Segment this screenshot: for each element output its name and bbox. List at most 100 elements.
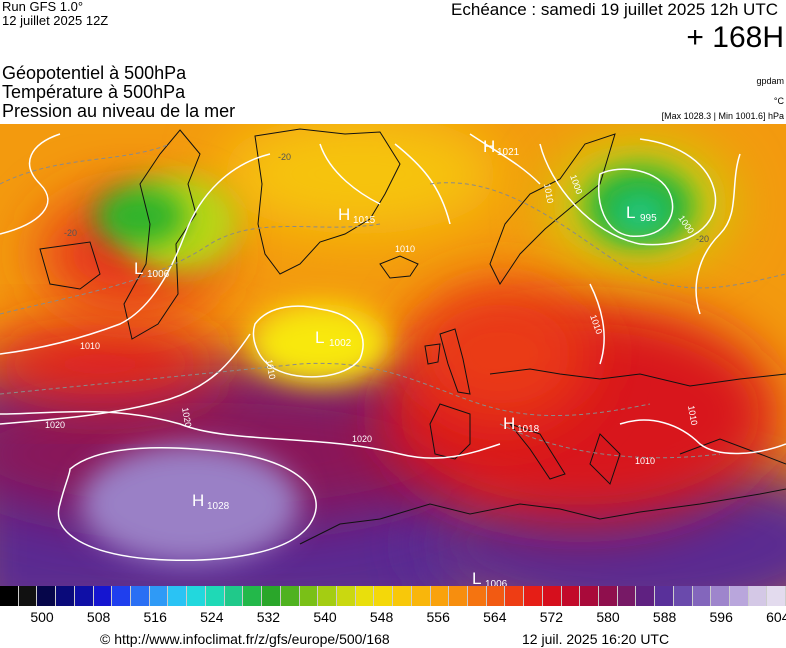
color-swatch: [168, 586, 188, 606]
isobar-label: 1010: [542, 183, 555, 204]
color-swatch: [524, 586, 543, 606]
pressure-center-label: L: [315, 328, 324, 347]
temperature-label: -20: [696, 234, 709, 244]
color-swatch: [561, 586, 581, 606]
scale-tick-label: 508: [86, 609, 111, 625]
source-url: © http://www.infoclimat.fr/z/gfs/europe/…: [100, 631, 390, 647]
title-temperature: Température à 500hPa: [2, 82, 186, 102]
color-swatch: [542, 586, 562, 606]
temperature-label: -20: [278, 152, 291, 162]
color-swatch: [56, 586, 75, 606]
color-swatch: [224, 586, 244, 606]
isobars: [0, 133, 786, 561]
weather-map: H 1021 H 1015 L 995 L 1006 L 1002 H 1018…: [0, 124, 786, 586]
scale-tick-label: 532: [256, 609, 281, 625]
color-swatch: [730, 586, 749, 606]
pressure-center-label: L: [134, 259, 143, 278]
color-swatch: [149, 586, 169, 606]
source-tag: gpdam: [756, 76, 784, 86]
color-swatch: [112, 586, 132, 606]
scale-tick-label: 524: [200, 609, 224, 625]
color-swatch: [767, 586, 786, 606]
scale-tick-label: 548: [369, 609, 394, 625]
pressure-center-value: 1006: [147, 269, 170, 280]
color-swatch: [299, 586, 319, 606]
color-swatch: [393, 586, 412, 606]
pressure-center-value: 1028: [207, 501, 230, 512]
scale-tick-label: 588: [652, 609, 677, 625]
pressure-center-value: 1002: [329, 338, 352, 349]
color-swatch: [580, 586, 599, 606]
color-swatch: [280, 586, 300, 606]
isobar-label: 1010: [686, 405, 699, 426]
temperature-label: -20: [64, 228, 77, 238]
color-swatch: [336, 586, 356, 606]
scale-tick-label: 580: [596, 609, 620, 625]
title-geopotential: Géopotentiel à 500hPa: [2, 63, 187, 83]
pressure-center-label: H: [338, 205, 350, 224]
color-swatch: [711, 586, 731, 606]
color-swatch: [374, 586, 394, 606]
color-swatch: [318, 586, 337, 606]
color-swatch: [467, 586, 487, 606]
minmax-label: [Max 1028.3 | Min 1001.6] hPa: [661, 111, 784, 121]
scale-tick-label: 556: [426, 609, 450, 625]
color-swatch: [748, 586, 768, 606]
color-swatch: [262, 586, 281, 606]
pressure-center-value: 995: [640, 213, 657, 224]
temperature-field: [0, 124, 786, 586]
isobar-label: 1020: [352, 434, 372, 444]
scale-tick-label: 500: [30, 609, 54, 625]
isobar-label: 1020: [45, 420, 65, 430]
pressure-center-label: H: [483, 137, 495, 156]
coastlines: [39, 128, 786, 545]
forecast-valid-time: Echéance : samedi 19 juillet 2025 12h UT…: [451, 0, 778, 19]
color-swatch: [411, 586, 431, 606]
color-swatch: [74, 586, 94, 606]
color-scale-labels: 500 508 516 524 532 540 548 556 564 572 580 588 596 6…: [0, 609, 786, 627]
scale-tick-label: 516: [143, 609, 167, 625]
pressure-center-label: L: [472, 569, 481, 586]
run-label: Run GFS 1.0°: [2, 0, 84, 14]
run-date: 12 juillet 2025 12Z: [2, 13, 109, 28]
color-swatch: [599, 586, 618, 606]
pressure-center-value: 1021: [497, 147, 520, 158]
scale-tick-label: 596: [709, 609, 733, 625]
color-swatch: [243, 586, 263, 606]
scale-tick-label: 540: [313, 609, 337, 625]
isobar-label: 1010: [80, 341, 100, 351]
map-titles: Géopotentiel à 500hPa Température à 500h…: [2, 64, 235, 121]
color-swatch: [617, 586, 637, 606]
color-swatch: [449, 586, 468, 606]
title-pressure: Pression au niveau de la mer: [2, 101, 236, 121]
pressure-center-value: 1006: [485, 579, 508, 586]
scale-tick-label: 564: [483, 609, 507, 625]
scale-tick-label: 604: [766, 609, 786, 625]
unit-label: °C: [773, 96, 784, 106]
color-swatch: [355, 586, 375, 606]
pressure-center-label: H: [192, 491, 204, 510]
color-swatch: [131, 586, 150, 606]
color-swatch: [486, 586, 506, 606]
temperature-labels: -20 -20 -20: [64, 152, 709, 244]
color-swatch: [187, 586, 206, 606]
isobar-label: 1010: [264, 359, 277, 380]
color-swatch: [673, 586, 693, 606]
color-swatch: [505, 586, 525, 606]
color-swatch: [655, 586, 674, 606]
lead-time: + 168H: [686, 21, 784, 54]
pressure-center-label: L: [626, 203, 635, 222]
color-swatch: [18, 586, 38, 606]
pressure-center-value: 1018: [517, 424, 540, 435]
pressure-center-value: 1015: [353, 215, 376, 226]
color-swatch: [0, 586, 19, 606]
color-swatch: [692, 586, 712, 606]
pressure-center-label: H: [503, 414, 515, 433]
generated-timestamp: 12 juil. 2025 16:20 UTC: [522, 631, 670, 647]
color-swatch: [205, 586, 225, 606]
color-scale-bar: [0, 586, 786, 606]
color-swatch: [37, 586, 57, 606]
isobar-label: 1010: [395, 244, 415, 254]
color-swatch: [93, 586, 113, 606]
scale-tick-label: 572: [539, 609, 564, 625]
